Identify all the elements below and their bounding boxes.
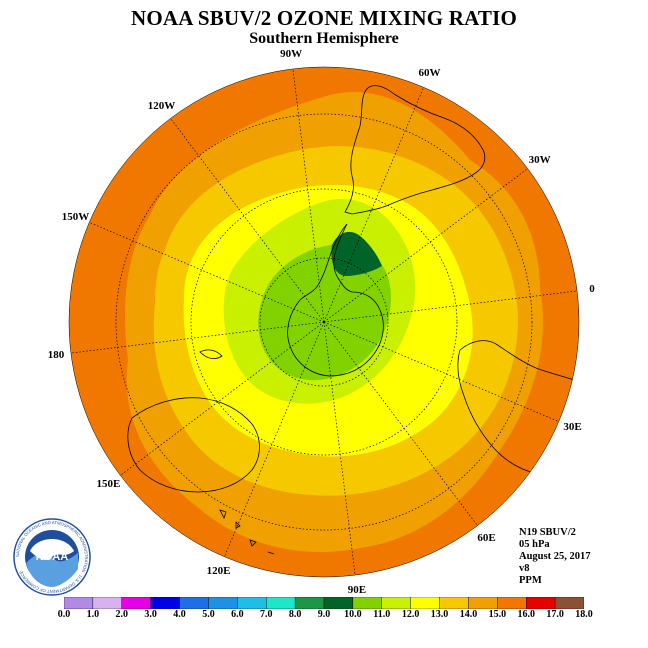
longitude-label-90e: 90E xyxy=(347,583,367,596)
longitude-label-30e: 30E xyxy=(563,421,582,434)
colorbar-swatch xyxy=(92,597,122,609)
colorbar-swatch xyxy=(381,597,411,609)
meridian-180 xyxy=(70,321,325,354)
colorbar-tick-label: 10.0 xyxy=(344,609,362,620)
colorbar-swatch xyxy=(64,597,94,609)
colorbar-tick-label: 13.0 xyxy=(430,609,449,620)
coast-south-america xyxy=(344,85,486,215)
colorbar-tick-label: 16.0 xyxy=(517,609,535,620)
colorbar-swatch xyxy=(237,597,267,609)
colorbar-swatch xyxy=(294,597,325,609)
colorbar-tick-label: 7.0 xyxy=(259,609,273,620)
meridians xyxy=(70,68,578,576)
meridian-0 xyxy=(323,290,578,323)
noaa-logo-text: NOAA xyxy=(36,551,68,563)
colorbar-swatch xyxy=(554,597,584,609)
band-9-10-patch xyxy=(331,231,382,276)
colorbar-swatch xyxy=(439,597,469,609)
colorbar-tick-label: 15.0 xyxy=(488,609,507,620)
colorbar-swatch xyxy=(179,597,209,609)
graticule xyxy=(115,113,533,531)
longitude-label-120e: 120E xyxy=(206,564,231,577)
colorbar-tick-label: 9.0 xyxy=(317,609,331,620)
colorbar-tick-label: 4.0 xyxy=(173,609,186,620)
meridian-150e xyxy=(120,321,325,476)
coast-new-zealand xyxy=(199,349,223,360)
meridian-60w xyxy=(323,87,424,323)
colorbar-tick-label: 12.0 xyxy=(401,609,420,620)
colorbar-tick-label: 1.0 xyxy=(86,609,100,620)
colorbar-swatch xyxy=(526,597,556,609)
colorbar-tick-label: 6.0 xyxy=(231,609,244,620)
coast-antarctica xyxy=(287,223,384,377)
colorbar-swatch xyxy=(121,597,151,609)
info-satellite: N19 SBUV/2 xyxy=(519,527,576,538)
coast-islands xyxy=(219,509,275,555)
meridian-120w xyxy=(170,118,325,323)
colorbar-tick-label: 11.0 xyxy=(373,609,391,620)
meridian-60e xyxy=(323,321,478,526)
colorbar-tick-label: 17.0 xyxy=(546,609,564,620)
longitude-label-150e: 150E xyxy=(96,478,121,491)
longitude-label-180: 180 xyxy=(47,348,65,361)
coastlines xyxy=(127,85,579,555)
colorbar-swatch xyxy=(323,597,354,609)
longitude-label-60e: 60E xyxy=(477,531,496,544)
longitude-label-60w: 60W xyxy=(418,67,441,80)
colorbar-tick-label: 5.0 xyxy=(202,609,215,620)
noaa-logo: NOAA NATIONAL OCEANIC AND ATMOSPHERIC AD… xyxy=(13,518,91,596)
longitude-label-120w: 120W xyxy=(147,100,176,113)
page-subtitle: Southern Hemisphere xyxy=(249,30,399,47)
colorbar-tick-label: 8.0 xyxy=(288,609,302,620)
band-10-11 xyxy=(258,244,392,381)
info-date: August 25, 2017 xyxy=(519,551,591,562)
colorbar-swatch xyxy=(208,597,238,609)
longitude-label-90w: 90W xyxy=(280,48,303,60)
colorbar-swatch xyxy=(150,597,180,609)
colorbar-tick-label: 0.0 xyxy=(57,609,71,620)
colorbar-swatch xyxy=(352,597,382,609)
page-title: NOAA SBUV/2 OZONE MIXING RATIO xyxy=(131,6,517,30)
longitude-label-30w: 30W xyxy=(528,153,551,166)
meridian-120e xyxy=(224,321,325,557)
colorbar-tick-label: 3.0 xyxy=(144,609,157,620)
longitude-label-150w: 150W xyxy=(61,210,90,223)
longitude-label-0: 0 xyxy=(589,283,595,296)
meridian-30w xyxy=(323,168,528,323)
colorbar-swatch xyxy=(468,597,498,609)
colorbar-swatch xyxy=(497,597,527,609)
info-block: N19 SBUV/2 05 hPa August 25, 2017 v8 PPM xyxy=(519,527,590,587)
info-units: PPM xyxy=(519,575,542,586)
info-version: v8 xyxy=(519,563,530,574)
map-boundary xyxy=(68,66,580,578)
info-level: 05 hPa xyxy=(519,539,550,550)
meridian-90e xyxy=(323,321,356,576)
colorbar-swatch xyxy=(410,597,440,609)
ozone-field xyxy=(69,67,579,577)
meridian-150w xyxy=(89,222,325,323)
coast-australia xyxy=(127,397,260,493)
meridian-90w xyxy=(292,68,325,323)
colorbar xyxy=(64,597,584,609)
meridian-30e xyxy=(323,321,559,422)
colorbar-swatch xyxy=(266,597,296,609)
colorbar-tick-label: 14.0 xyxy=(459,609,478,620)
colorbar-tick-label: 2.0 xyxy=(115,609,129,620)
colorbar-tick-label: 18.0 xyxy=(575,609,593,620)
